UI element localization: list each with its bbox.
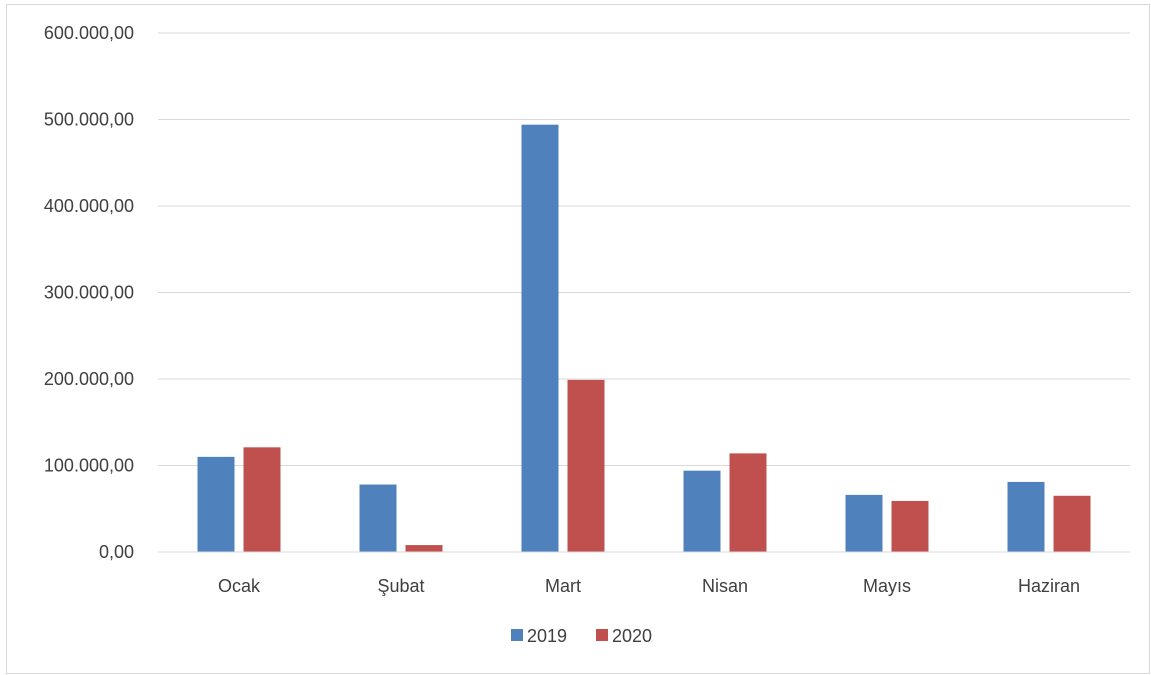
bars	[197, 124, 1091, 552]
bar-2020-mayıs	[891, 500, 929, 552]
gridlines	[158, 32, 1130, 466]
y-tick-label: 300.000,00	[44, 283, 134, 303]
legend-label-2019: 2019	[527, 626, 567, 646]
bar-2019-mart	[521, 124, 559, 552]
bar-2020-mart	[567, 379, 605, 552]
x-tick-label: Nisan	[702, 576, 748, 596]
x-tick-label: Mart	[545, 576, 581, 596]
y-tick-label: 500.000,00	[44, 110, 134, 130]
y-axis-tick-labels: 0,00 100.000,00 200.000,00 300.000,00 400.00…	[44, 23, 134, 562]
bar-2020-nisan	[729, 453, 767, 552]
bar-2019-şubat	[359, 484, 397, 552]
legend-swatch-2020	[596, 629, 608, 641]
y-tick-label: 0,00	[99, 542, 134, 562]
x-tick-label: Ocak	[218, 576, 261, 596]
legend: 2019 2020	[511, 626, 652, 646]
bar-2020-şubat	[405, 545, 443, 552]
y-tick-label: 100.000,00	[44, 456, 134, 476]
y-tick-label: 600.000,00	[44, 23, 134, 43]
y-tick-label: 400.000,00	[44, 196, 134, 216]
bar-2020-haziran	[1053, 495, 1091, 552]
x-tick-label: Mayıs	[863, 576, 911, 596]
x-tick-label: Haziran	[1018, 576, 1080, 596]
legend-swatch-2019	[511, 629, 523, 641]
x-tick-label: Şubat	[377, 576, 424, 596]
bar-2019-nisan	[683, 470, 721, 552]
bar-2019-mayıs	[845, 494, 883, 552]
chart-frame	[6, 4, 1150, 674]
bar-2019-ocak	[197, 456, 235, 552]
bar-2020-ocak	[243, 447, 281, 552]
legend-label-2020: 2020	[612, 626, 652, 646]
x-axis-tick-labels: Ocak Şubat Mart Nisan Mayıs Haziran	[218, 576, 1080, 596]
y-tick-label: 200.000,00	[44, 369, 134, 389]
bar-2019-haziran	[1007, 481, 1045, 552]
